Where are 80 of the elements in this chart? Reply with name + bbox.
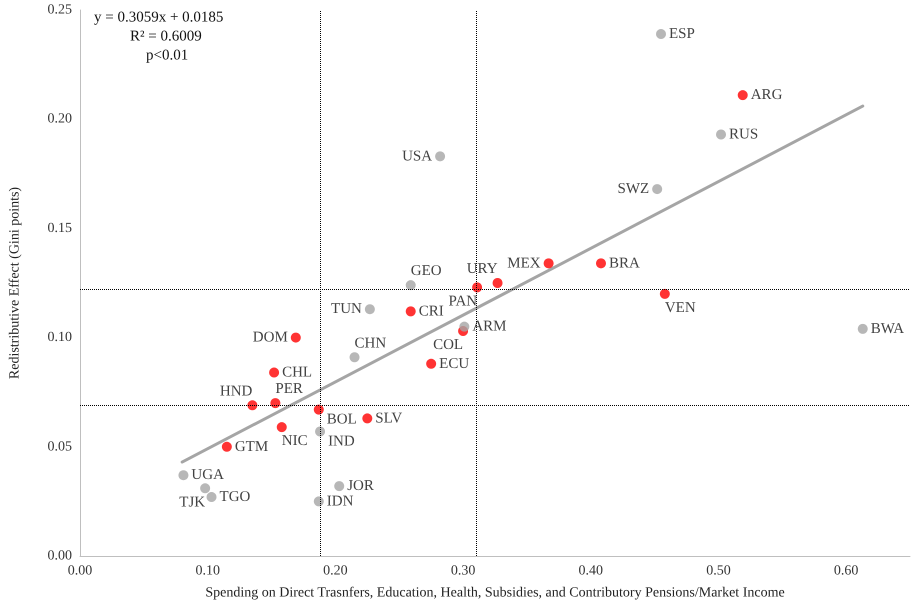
x-tick-label: 0.40 [578, 564, 604, 578]
point [290, 332, 301, 343]
point [435, 151, 446, 162]
data-label: IDN [326, 493, 354, 510]
point [334, 481, 344, 492]
data-label: CHL [282, 364, 312, 381]
point [206, 492, 217, 502]
point [459, 322, 470, 332]
data-label: PER [275, 381, 303, 398]
y-axis-title: Redistributive Effect (Gini points) [8, 186, 22, 380]
point [350, 352, 360, 362]
point [406, 306, 416, 316]
point [269, 368, 280, 378]
data-label: CRI [418, 303, 444, 320]
point [738, 90, 748, 100]
point [362, 413, 372, 424]
data-label: SWZ [618, 181, 650, 198]
data-label: TUN [331, 301, 362, 318]
data-label: RUS [729, 126, 758, 142]
point [492, 278, 503, 288]
y-tick-label: 0.20 [48, 112, 72, 127]
point [276, 422, 287, 432]
point [178, 470, 188, 480]
x-tick-label: 0.50 [706, 564, 731, 578]
data-label: TGO [220, 489, 251, 506]
point [314, 496, 324, 506]
data-label: GTM [234, 438, 268, 455]
data-label: MEX [507, 255, 541, 272]
point [314, 404, 324, 415]
point [656, 29, 666, 40]
x-tick-label: 0.20 [323, 564, 348, 578]
data-label: JOR [347, 478, 374, 494]
point [364, 304, 375, 314]
y-tick-label: 0.05 [48, 439, 72, 454]
y-tick-label: 0.15 [48, 220, 72, 236]
data-label: URY [466, 261, 498, 277]
point [596, 258, 606, 268]
data-label: SLV [375, 410, 402, 426]
point [406, 280, 416, 290]
y-tick-label: 0.25 [48, 2, 72, 18]
point [858, 324, 868, 334]
data-label: ESP [668, 26, 695, 42]
data-label: BWA [870, 320, 904, 337]
data-label: TJK [179, 494, 206, 510]
x-axis-title: Spending on Direct Trasnfers, Education, Health, Subsidies, and Contributory Pensions/Market Income [205, 586, 785, 600]
point [270, 398, 280, 408]
data-label: BRA [608, 255, 640, 272]
point [652, 184, 662, 194]
y-tick-label: 0.00 [48, 548, 72, 564]
y-tick-label: 0.10 [48, 330, 72, 346]
data-label: USA [402, 148, 432, 164]
data-label: PAN [448, 293, 478, 310]
data-label: GEO [410, 263, 442, 280]
annotation: p<0.01 [146, 48, 188, 64]
data-label: UGA [191, 467, 224, 484]
annotation: R² = 0.6009 [130, 28, 202, 44]
point [247, 400, 258, 410]
point [716, 129, 726, 140]
data-label: NIC [282, 433, 308, 450]
data-label: BOL [326, 412, 357, 428]
data-label: COL [433, 337, 464, 354]
data-label: VEN [664, 300, 696, 316]
point [660, 288, 670, 299]
annotation: y = 0.3059x + 0.0185 [94, 10, 224, 26]
x-tick-label: 0.30 [450, 564, 476, 578]
x-tick-label: 0.00 [68, 564, 92, 578]
data-label: IND [328, 434, 355, 450]
x-tick-label: 0.60 [834, 564, 858, 578]
point [200, 483, 210, 494]
data-label: ARG [750, 87, 783, 104]
point [426, 358, 436, 369]
data-label: CHN [354, 335, 386, 352]
point [315, 426, 326, 437]
point [222, 442, 232, 452]
data-label: DOM [252, 330, 288, 346]
data-label: HND [220, 383, 253, 400]
point [544, 258, 554, 268]
data-label: ARM [472, 318, 507, 335]
data-label: ECU [439, 356, 470, 372]
x-tick-label: 0.10 [195, 564, 220, 578]
